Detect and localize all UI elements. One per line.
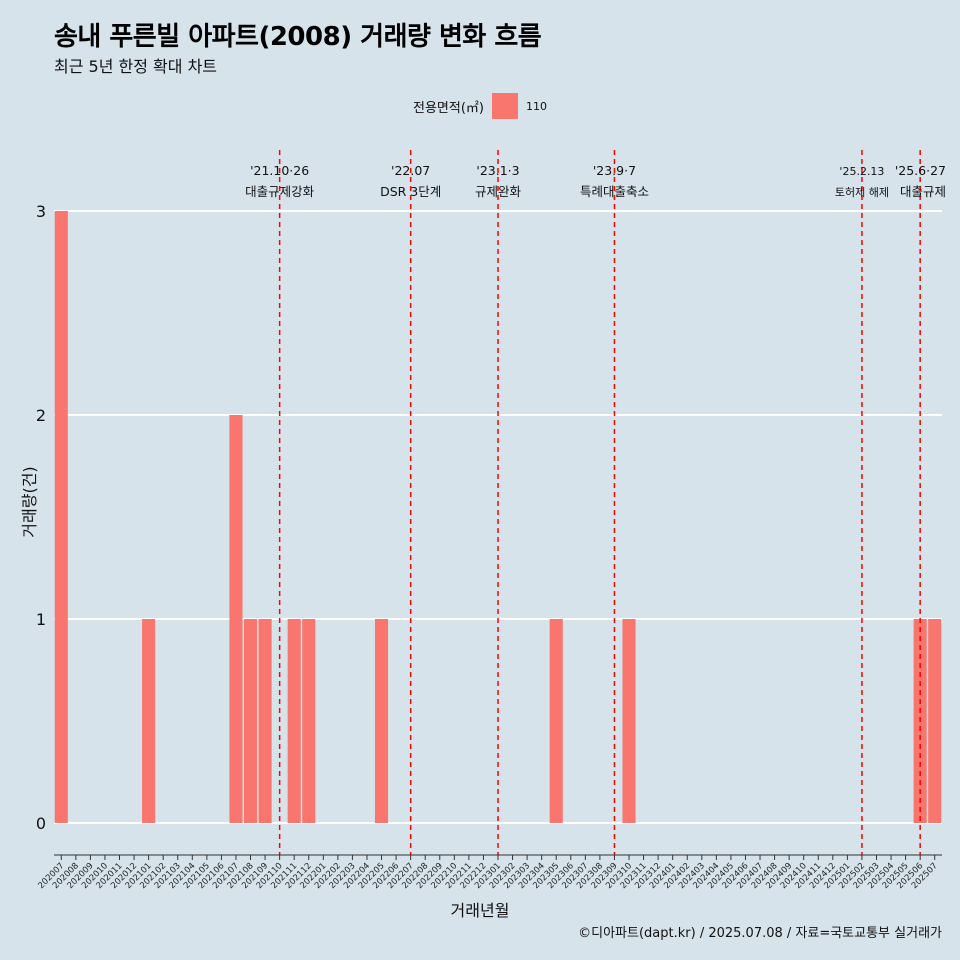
event-date-label: '25.2.13 [839,165,884,178]
event-date-label: '25.6·27 [895,163,946,178]
bar [229,415,243,823]
x-axis-title: 거래년월 [450,901,510,920]
legend: 전용면적(㎡) 110 [0,93,960,119]
legend-title: 전용면적(㎡) [413,100,484,116]
bar [622,619,636,823]
chart-title: 송내 푸른빌 아파트(2008) 거래량 변화 흐름 [54,22,542,52]
bar [54,211,68,823]
caption: ©디아파트(dapt.kr) / 2025.07.08 / 자료=국토교통부 실… [578,926,942,941]
y-tick-label: 0 [36,814,46,833]
event-date-label: '21.10·26 [250,163,309,178]
bar [243,619,258,823]
bar [374,619,389,823]
bar [549,619,563,823]
event-date-label: '23.9·7 [593,163,636,178]
y-tick-label: 2 [36,406,46,425]
y-tick-label: 1 [36,610,46,629]
y-axis-title: 거래량(건) [20,466,39,538]
bar [258,619,272,823]
event-label: 대출규제 [900,184,946,199]
chart-subtitle: 최근 5년 한정 확대 차트 [54,57,218,76]
event-date-label: '22.07 [391,163,430,178]
y-tick-label: 3 [36,202,46,221]
legend-label: 110 [525,99,547,113]
event-label: 대출규제강화 [245,184,315,199]
event-label: DSR 3단계 [380,184,441,199]
legend-swatch [491,93,518,119]
bar [142,619,156,823]
bar [928,619,942,823]
bar [287,619,301,823]
bar [302,619,316,823]
event-label: 토허제 해제 [835,185,889,199]
event-label: 규제완화 [475,184,522,199]
event-label: 특례대출축소 [580,184,649,199]
event-date-label: '23.1·3 [476,163,519,178]
